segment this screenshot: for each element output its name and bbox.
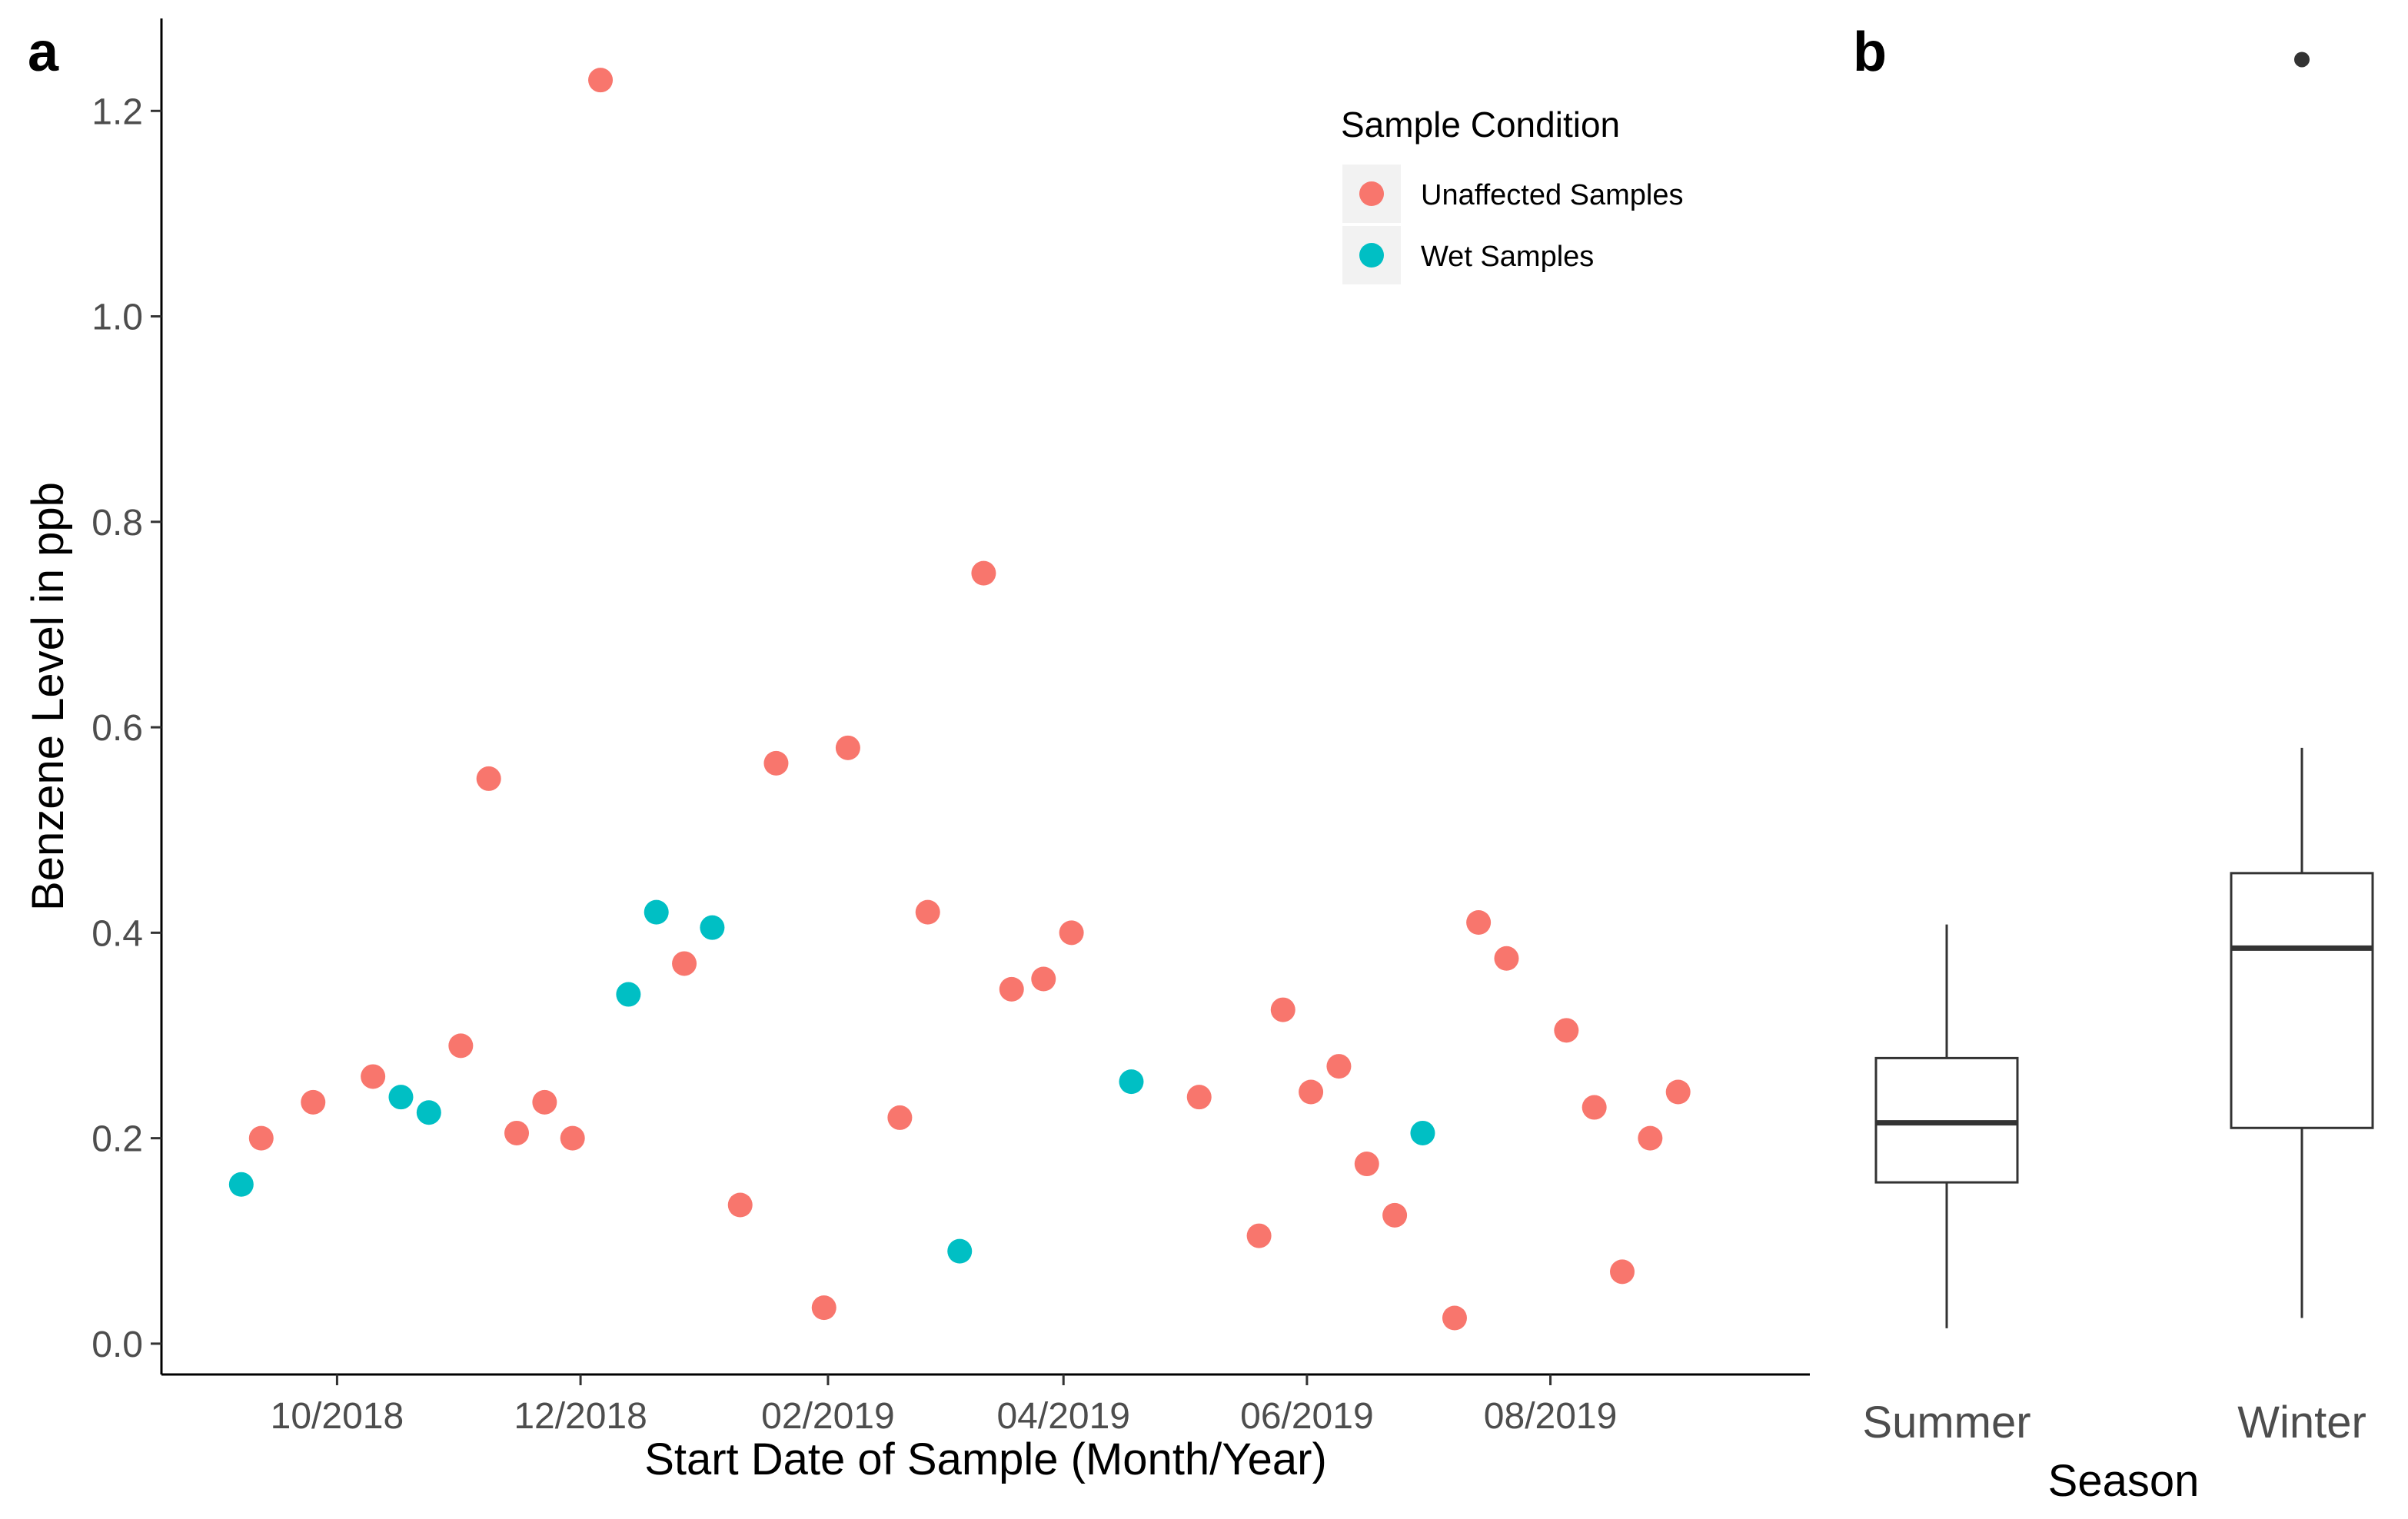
panel-b-boxes <box>1874 52 2374 1328</box>
data-point-unaffected <box>504 1120 530 1145</box>
data-point-wet <box>616 982 641 1007</box>
data-point-unaffected <box>835 735 860 760</box>
data-point-unaffected <box>1354 1152 1379 1177</box>
data-point-unaffected <box>448 1033 474 1059</box>
panel-a-y-ticks: 0.0 0.2 0.4 0.6 0.8 1.0 1.2 <box>91 91 161 1365</box>
panel-b-box-plot: b Summer Winter Season <box>1853 22 2374 1506</box>
interquartile-box <box>2230 872 2374 1129</box>
data-point-unaffected <box>1466 910 1492 935</box>
panel-b-x-ticks: Summer Winter <box>1862 1398 2366 1448</box>
legend-key-wet-samples <box>1359 243 1384 268</box>
x-tick-label: 02/2019 <box>761 1396 895 1437</box>
legend-title: Sample Condition <box>1341 105 1620 145</box>
data-point-unaffected <box>1581 1095 1607 1120</box>
panel-b-label: b <box>1853 22 1887 83</box>
data-point-wet <box>388 1085 414 1110</box>
data-point-unaffected <box>1270 997 1295 1022</box>
data-point-unaffected <box>727 1192 753 1218</box>
data-point-unaffected <box>532 1089 557 1115</box>
data-point-unaffected <box>887 1105 913 1130</box>
data-point-unaffected <box>1554 1018 1579 1043</box>
y-tick-label: 0.4 <box>91 913 143 954</box>
data-point-unaffected <box>971 560 996 586</box>
data-point-unaffected <box>1442 1305 1467 1331</box>
data-point-wet <box>1119 1069 1144 1095</box>
data-point-unaffected <box>588 68 614 93</box>
category-label-summer: Summer <box>1862 1398 2031 1448</box>
data-point-unaffected <box>1382 1202 1408 1228</box>
panel-b-x-axis-title: Season <box>2048 1456 2200 1506</box>
panel-a-y-axis-title: Benzene Level in ppb <box>23 482 73 911</box>
data-point-unaffected <box>560 1125 585 1151</box>
x-tick-label: 10/2018 <box>271 1396 404 1437</box>
y-tick-label: 0.2 <box>91 1119 143 1160</box>
panel-a-x-axis-title: Start Date of Sample (Month/Year) <box>644 1434 1327 1484</box>
data-point-wet <box>228 1172 254 1197</box>
data-point-unaffected <box>999 976 1024 1002</box>
data-point-wet <box>700 915 725 940</box>
x-tick-label: 06/2019 <box>1240 1396 1374 1437</box>
legend: Sample Condition Unaffected Samples Wet … <box>1341 105 1684 284</box>
data-point-unaffected <box>763 750 789 776</box>
data-point-unaffected <box>361 1064 386 1089</box>
data-point-wet <box>1410 1120 1435 1145</box>
legend-key-unaffected-samples <box>1359 181 1384 206</box>
data-point-unaffected <box>1246 1223 1272 1248</box>
data-point-wet <box>416 1100 441 1125</box>
panel-a-scatter-plot: a 0.0 0.2 0.4 0.6 0.8 1.0 1.2 10/2018 12/2018 02… <box>23 18 1810 1484</box>
outlier-point <box>2294 52 2310 68</box>
legend-label-wet-samples: Wet Samples <box>1421 241 1594 273</box>
data-point-unaffected <box>1638 1125 1663 1151</box>
data-point-unaffected <box>1326 1054 1352 1079</box>
data-point-unaffected <box>811 1295 836 1321</box>
data-point-unaffected <box>476 766 501 791</box>
data-point-unaffected <box>301 1089 326 1115</box>
data-point-wet <box>947 1238 973 1264</box>
panel-a-label: a <box>28 22 59 83</box>
data-point-unaffected <box>1494 946 1519 971</box>
y-tick-label: 1.2 <box>91 91 143 132</box>
x-tick-label: 04/2019 <box>996 1396 1130 1437</box>
data-point-unaffected <box>248 1125 274 1151</box>
data-point-unaffected <box>1186 1085 1212 1110</box>
category-label-winter: Winter <box>2237 1398 2366 1448</box>
data-point-unaffected <box>915 899 940 925</box>
x-tick-label: 08/2019 <box>1484 1396 1618 1437</box>
box-summer <box>1874 924 2019 1328</box>
y-tick-label: 1.0 <box>91 297 143 338</box>
y-tick-label: 0.8 <box>91 503 143 543</box>
y-tick-label: 0.6 <box>91 708 143 749</box>
box-winter <box>2230 52 2374 1318</box>
data-point-unaffected <box>1059 920 1084 946</box>
data-point-unaffected <box>1610 1259 1635 1285</box>
panel-a-points <box>228 68 1691 1331</box>
data-point-wet <box>644 899 669 925</box>
legend-label-unaffected-samples: Unaffected Samples <box>1421 179 1684 211</box>
data-point-unaffected <box>1031 966 1056 992</box>
data-point-unaffected <box>672 951 697 976</box>
data-point-unaffected <box>1665 1079 1691 1105</box>
y-tick-label: 0.0 <box>91 1325 143 1365</box>
x-tick-label: 12/2018 <box>514 1396 647 1437</box>
panel-a-x-ticks: 10/2018 12/2018 02/2019 04/2019 06/2019 08/20… <box>271 1374 1618 1437</box>
data-point-unaffected <box>1299 1079 1324 1105</box>
